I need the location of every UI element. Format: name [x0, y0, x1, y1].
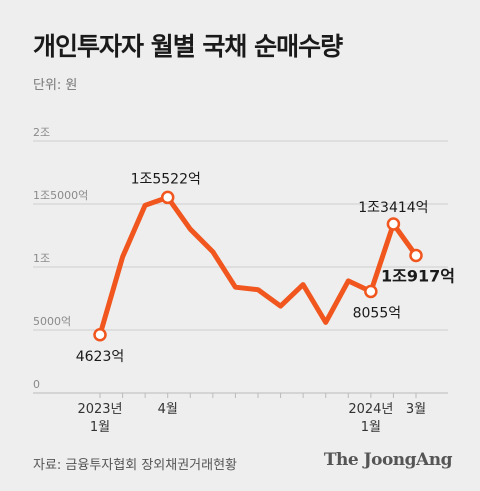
data-point-marker	[160, 190, 175, 205]
line-chart: 0 5000억 1조 1조5000억 2조 2023년 1월 4월 2024년 1월 3월 462…	[33, 126, 455, 435]
y-tick-label: 1조5000억	[33, 189, 88, 202]
series-line	[97, 194, 419, 338]
data-point-marker	[386, 217, 401, 231]
data-point-marker	[409, 248, 423, 263]
data-labels: 4623억 1조5522억 8055억 1조3414억 1조917억	[76, 171, 455, 364]
data-point-marker	[364, 284, 378, 299]
data-label: 8055억	[353, 306, 402, 322]
y-tick-label: 5000억	[33, 315, 71, 328]
chart-title: 개인투자자 월별 국채 순매수량	[33, 32, 343, 61]
unit-label: 단위: 원	[33, 78, 78, 93]
x-tick-label: 2024년	[348, 402, 393, 417]
source-note: 자료: 금융투자협회 장외채권거래현황	[33, 458, 238, 473]
x-tick-label: 1월	[361, 420, 381, 435]
y-axis-ticks: 0 5000억 1조 1조5000억 2조	[33, 126, 88, 391]
x-tick-label: 2023년	[77, 402, 122, 417]
x-tick-label: 3월	[406, 402, 426, 417]
data-point-marker	[93, 328, 107, 342]
data-label: 4623억	[76, 349, 125, 365]
data-label: 1조3414억	[358, 200, 428, 216]
grid-lines	[33, 140, 448, 331]
data-label: 1조5522억	[131, 171, 201, 187]
x-tick-label: 4월	[158, 402, 178, 417]
y-tick-label: 1조	[33, 252, 50, 265]
data-markers	[93, 190, 423, 342]
brand-logo: The JoongAng	[323, 450, 453, 470]
x-tick-label: 1월	[90, 420, 110, 435]
y-tick-label: 0	[33, 378, 40, 391]
x-axis: 2023년 1월 4월 2024년 1월 3월	[33, 392, 448, 435]
data-label: 1조917억	[381, 266, 455, 285]
y-tick-label: 2조	[33, 126, 50, 139]
